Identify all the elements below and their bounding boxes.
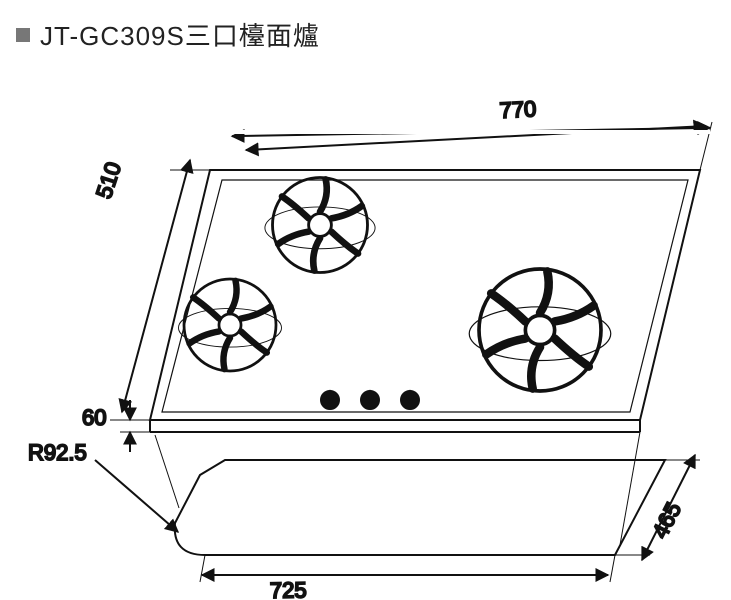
dim-label-770: 770 xyxy=(499,96,537,123)
cutout-plate xyxy=(175,460,665,555)
dimension-drawing: 770 510 60 R92.5 xyxy=(0,0,731,600)
page: JT-GC309S三口檯面爐 xyxy=(0,0,731,600)
product-title: JT-GC309S三口檯面爐 xyxy=(40,16,320,53)
dim-radius-r925: R92.5 xyxy=(28,440,178,532)
dim-cutout-width-725: 725 xyxy=(200,555,615,600)
burner-back-left xyxy=(265,178,375,273)
burner-front-left xyxy=(178,279,281,371)
title-row: JT-GC309S三口檯面爐 xyxy=(16,16,320,53)
dim-label-465: 465 xyxy=(647,498,686,542)
dim-label-725: 725 xyxy=(270,577,307,600)
dim-height-60: 60 xyxy=(82,400,150,452)
drawing-body: 770 510 60 R92.5 xyxy=(28,96,712,600)
dim-depth-510: 510 xyxy=(91,159,210,420)
knob-1 xyxy=(321,391,339,409)
cooktop-inner-edge xyxy=(162,180,688,412)
dim-label-r925: R92.5 xyxy=(28,440,87,465)
burner-right xyxy=(469,269,611,391)
knob-3 xyxy=(401,391,419,409)
bullet-icon xyxy=(16,28,30,42)
dim-cutout-depth-465: 465 xyxy=(615,455,700,560)
dim-label-60: 60 xyxy=(82,405,106,430)
knob-2 xyxy=(361,391,379,409)
cooktop-top-plate xyxy=(150,170,700,420)
dim-label-510: 510 xyxy=(91,159,126,202)
